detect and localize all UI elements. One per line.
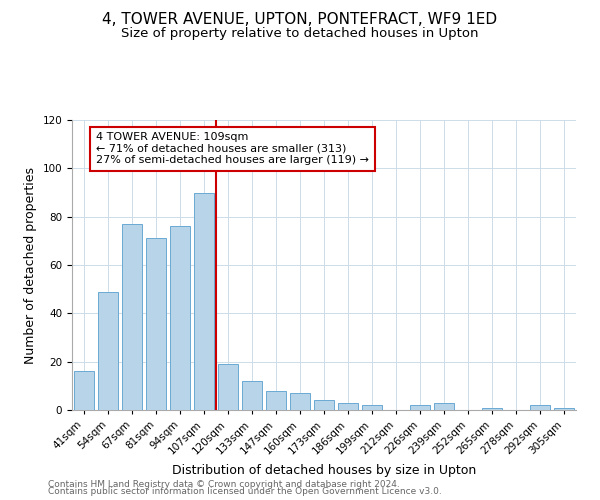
Bar — [314, 400, 334, 410]
Bar — [554, 408, 574, 410]
Text: Contains public sector information licensed under the Open Government Licence v3: Contains public sector information licen… — [48, 488, 442, 496]
Bar — [194, 192, 214, 410]
Y-axis label: Number of detached properties: Number of detached properties — [24, 166, 37, 364]
Bar — [362, 405, 382, 410]
Text: 4 TOWER AVENUE: 109sqm
← 71% of detached houses are smaller (313)
27% of semi-de: 4 TOWER AVENUE: 109sqm ← 71% of detached… — [96, 132, 369, 166]
Text: Contains HM Land Registry data © Crown copyright and database right 2024.: Contains HM Land Registry data © Crown c… — [48, 480, 400, 489]
Bar — [146, 238, 166, 410]
Bar — [98, 292, 118, 410]
Bar — [338, 403, 358, 410]
Bar — [434, 403, 454, 410]
Bar — [290, 393, 310, 410]
Bar — [410, 405, 430, 410]
Bar — [170, 226, 190, 410]
Bar — [74, 372, 94, 410]
Text: 4, TOWER AVENUE, UPTON, PONTEFRACT, WF9 1ED: 4, TOWER AVENUE, UPTON, PONTEFRACT, WF9 … — [103, 12, 497, 28]
Bar — [266, 390, 286, 410]
Text: Size of property relative to detached houses in Upton: Size of property relative to detached ho… — [121, 28, 479, 40]
Bar — [482, 408, 502, 410]
Bar — [530, 405, 550, 410]
Bar — [122, 224, 142, 410]
Bar — [242, 381, 262, 410]
X-axis label: Distribution of detached houses by size in Upton: Distribution of detached houses by size … — [172, 464, 476, 477]
Bar — [218, 364, 238, 410]
